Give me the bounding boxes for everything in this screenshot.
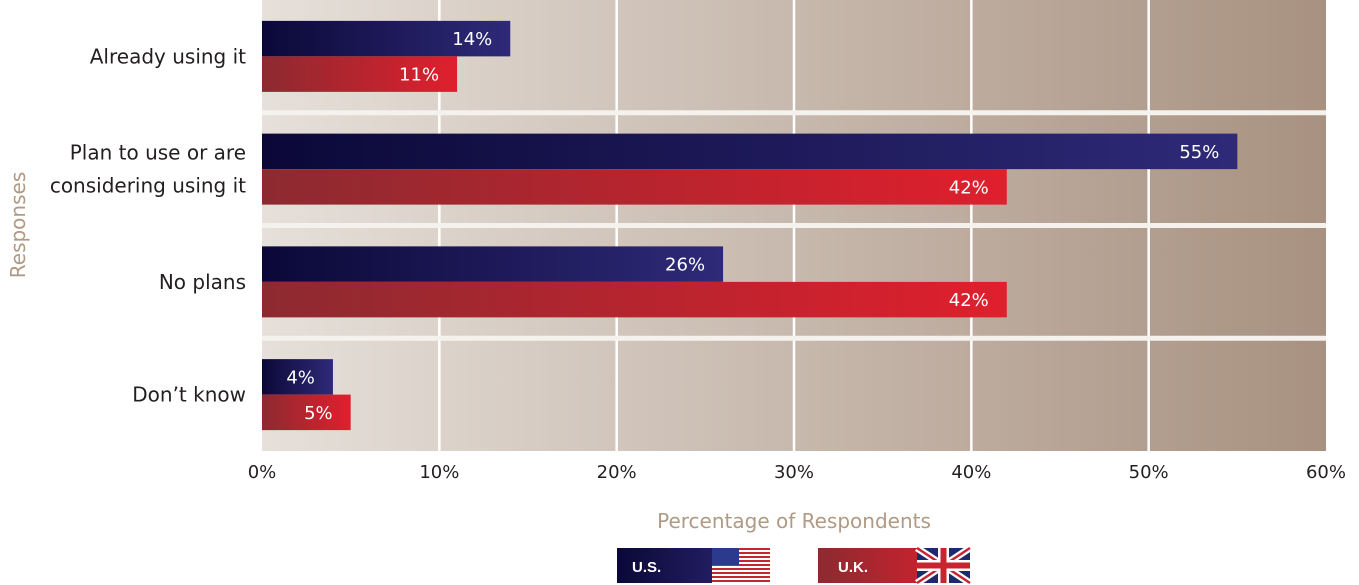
x-tick-label: 50% — [1129, 462, 1169, 483]
legend: U.S. U.K. — [617, 545, 972, 585]
data-label: 5% — [304, 403, 333, 424]
x-tick-labels: 0% 10% 20% 30% 40% 50% 60% — [248, 462, 1346, 483]
bar-uk — [262, 169, 1007, 205]
us-flag-canton — [712, 548, 739, 565]
data-label: 14% — [452, 29, 492, 50]
x-tick-label: 40% — [951, 462, 991, 483]
data-labels: 14% 11% 55% 42% 26% 42% 4% 5% — [286, 29, 1219, 424]
category-label: No plans — [159, 270, 246, 294]
bars — [262, 20, 1238, 431]
x-tick-label: 30% — [774, 462, 814, 483]
bar-us — [262, 20, 511, 57]
data-label: 55% — [1179, 142, 1219, 163]
category-separator — [262, 335, 1326, 341]
data-label: 11% — [399, 65, 439, 86]
y-axis-title: Responses — [6, 172, 30, 278]
bar-us — [262, 133, 1238, 170]
data-label: 42% — [949, 177, 989, 198]
x-tick-label: 20% — [597, 462, 637, 483]
category-labels: Already using it Plan to use or are consid… — [50, 44, 246, 406]
category-label: considering using it — [50, 174, 246, 198]
x-tick-label: 0% — [248, 462, 277, 483]
legend-item-us: U.S. — [617, 548, 770, 583]
bar-uk — [262, 281, 1007, 318]
x-axis-title: Percentage of Respondents — [657, 509, 931, 533]
category-label: Already using it — [90, 44, 246, 68]
legend-item-uk: U.K. — [818, 545, 972, 585]
data-label: 4% — [286, 367, 315, 388]
category-label: Don’t know — [132, 383, 246, 407]
bar-uk — [262, 56, 458, 92]
data-label: 42% — [949, 290, 989, 311]
category-separator — [262, 223, 1326, 228]
category-separator — [262, 110, 1326, 116]
bar-us — [262, 359, 333, 395]
bar-us — [262, 246, 724, 282]
category-label: Plan to use or are — [70, 141, 246, 165]
uk-flag-icon — [915, 545, 972, 585]
category-separators — [262, 110, 1326, 341]
data-label: 26% — [665, 255, 705, 276]
x-tick-label: 60% — [1306, 462, 1346, 483]
legend-label-us: U.S. — [632, 559, 661, 576]
legend-label-uk: U.K. — [838, 559, 868, 576]
bar-uk — [262, 394, 351, 431]
x-tick-label: 10% — [419, 462, 459, 483]
